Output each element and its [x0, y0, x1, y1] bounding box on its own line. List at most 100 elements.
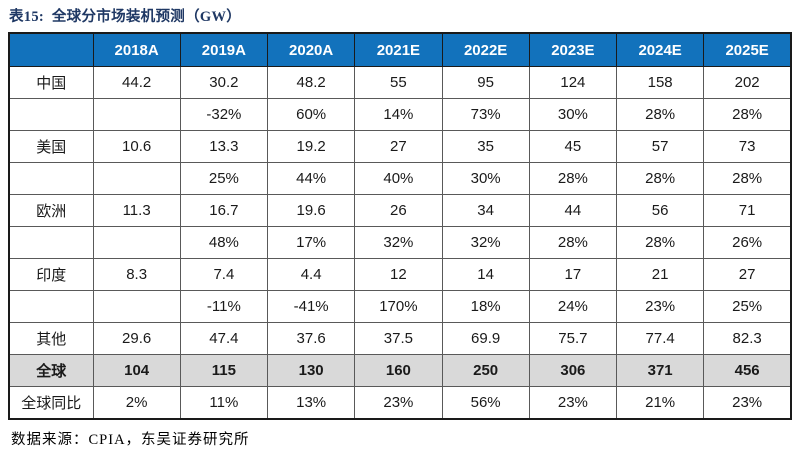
- data-cell: 48.2: [266, 66, 356, 99]
- table-row-中国: 中国 44.2 30.2 48.2 55 95 124 158 202: [8, 66, 792, 99]
- data-cell: 124: [528, 66, 618, 99]
- data-cell: 29.6: [92, 322, 181, 355]
- row-label: 全球同比: [8, 386, 94, 420]
- table-title: 表15: 全球分市场装机预测（GW）: [9, 9, 242, 25]
- data-cell: 11.3: [92, 194, 181, 227]
- data-cell: 2%: [92, 386, 181, 420]
- data-cell: 160: [354, 354, 443, 387]
- row-label: 欧洲: [8, 194, 94, 227]
- data-cell: 18%: [441, 290, 530, 323]
- data-cell: 30.2: [179, 66, 269, 99]
- data-source-note: 数据来源：CPIA，东吴证券研究所: [11, 432, 250, 448]
- forecast-table: 2018A 2019A 2020A 2021E 2022E 2023E 2024E 2025E…: [8, 32, 792, 420]
- data-cell: 250: [441, 354, 530, 387]
- table-row-growth: -32% 60% 14% 73% 30% 28% 28%: [8, 98, 792, 131]
- data-cell: 60%: [266, 98, 356, 131]
- data-cell: 56%: [441, 386, 530, 420]
- data-cell: 55: [354, 66, 443, 99]
- data-cell: 45: [528, 130, 618, 163]
- data-cell: 28%: [528, 226, 618, 259]
- row-label: [8, 98, 94, 131]
- table-row-其他: 其他 29.6 47.4 37.6 37.5 69.9 75.7 77.4 82.3: [8, 322, 792, 355]
- data-cell: 158: [615, 66, 705, 99]
- data-cell: 17: [528, 258, 618, 291]
- data-cell: 27: [703, 258, 792, 291]
- data-cell: 48%: [179, 226, 269, 259]
- data-cell: -41%: [266, 290, 356, 323]
- data-cell: 21: [615, 258, 705, 291]
- data-cell: 28%: [703, 98, 792, 131]
- header-cell-2023E: 2023E: [528, 32, 618, 67]
- data-cell: 82.3: [703, 322, 792, 355]
- data-cell: 7.4: [179, 258, 269, 291]
- header-cell-corner: [8, 32, 94, 67]
- row-label: [8, 226, 94, 259]
- data-cell: 13%: [266, 386, 356, 420]
- data-cell: 25%: [179, 162, 269, 195]
- data-cell: 19.6: [266, 194, 356, 227]
- data-cell: 71: [703, 194, 792, 227]
- data-cell: 306: [528, 354, 618, 387]
- data-cell: 57: [615, 130, 705, 163]
- data-cell: 115: [179, 354, 269, 387]
- table-row-growth: 48% 17% 32% 32% 28% 28% 26%: [8, 226, 792, 259]
- table-body: 中国 44.2 30.2 48.2 55 95 124 158 202 -32% 60% 14% 73%…: [8, 66, 792, 420]
- data-cell: -32%: [179, 98, 269, 131]
- data-cell: 26: [354, 194, 443, 227]
- data-cell: -11%: [179, 290, 269, 323]
- header-cell-2020A: 2020A: [266, 32, 356, 67]
- data-cell: 14: [441, 258, 530, 291]
- report-page: 表15: 全球分市场装机预测（GW） 2018A 2019A 2020A 2021E 2…: [8, 9, 792, 448]
- header-row: 2018A 2019A 2020A 2021E 2022E 2023E 2024E 2025E: [8, 32, 792, 67]
- data-cell: 95: [441, 66, 530, 99]
- row-label: 印度: [8, 258, 94, 291]
- table-row-印度: 印度 8.3 7.4 4.4 12 14 17 21 27: [8, 258, 792, 291]
- data-cell: 28%: [615, 98, 705, 131]
- data-cell: 10.6: [92, 130, 181, 163]
- header-cell-2019A: 2019A: [179, 32, 269, 67]
- data-cell: [92, 226, 181, 259]
- data-cell: 47.4: [179, 322, 269, 355]
- data-cell: 40%: [354, 162, 443, 195]
- data-cell: 25%: [703, 290, 792, 323]
- data-cell: 13.3: [179, 130, 269, 163]
- table-row-美国: 美国 10.6 13.3 19.2 27 35 45 57 73: [8, 130, 792, 163]
- data-cell: [92, 162, 181, 195]
- data-cell: 170%: [354, 290, 443, 323]
- row-label: 中国: [8, 66, 94, 99]
- data-cell: 28%: [615, 226, 705, 259]
- data-cell: 19.2: [266, 130, 356, 163]
- data-cell: 73: [703, 130, 792, 163]
- data-cell: 77.4: [615, 322, 705, 355]
- data-cell: 16.7: [179, 194, 269, 227]
- data-cell: 44.2: [92, 66, 181, 99]
- data-cell: 28%: [703, 162, 792, 195]
- data-cell: 28%: [528, 162, 618, 195]
- data-cell: 35: [441, 130, 530, 163]
- table-row-growth: -11% -41% 170% 18% 24% 23% 25%: [8, 290, 792, 323]
- table-row-全球: 全球 104 115 130 160 250 306 371 456: [8, 354, 792, 387]
- data-cell: 8.3: [92, 258, 181, 291]
- header-cell-2018A: 2018A: [92, 32, 181, 67]
- data-cell: [92, 98, 181, 131]
- data-cell: 28%: [615, 162, 705, 195]
- data-cell: 56: [615, 194, 705, 227]
- row-label: 全球: [8, 354, 94, 387]
- table-row-欧洲: 欧洲 11.3 16.7 19.6 26 34 44 56 71: [8, 194, 792, 227]
- data-cell: 27: [354, 130, 443, 163]
- data-cell: 30%: [441, 162, 530, 195]
- data-cell: 371: [615, 354, 705, 387]
- data-cell: 26%: [703, 226, 792, 259]
- data-cell: 23%: [528, 386, 618, 420]
- data-cell: 44: [528, 194, 618, 227]
- row-label: 美国: [8, 130, 94, 163]
- data-cell: [92, 290, 181, 323]
- data-cell: 23%: [703, 386, 792, 420]
- data-cell: 24%: [528, 290, 618, 323]
- data-cell: 104: [92, 354, 181, 387]
- row-label: [8, 162, 94, 195]
- data-cell: 75.7: [528, 322, 618, 355]
- data-cell: 14%: [354, 98, 443, 131]
- header-cell-2022E: 2022E: [441, 32, 530, 67]
- row-label: [8, 290, 94, 323]
